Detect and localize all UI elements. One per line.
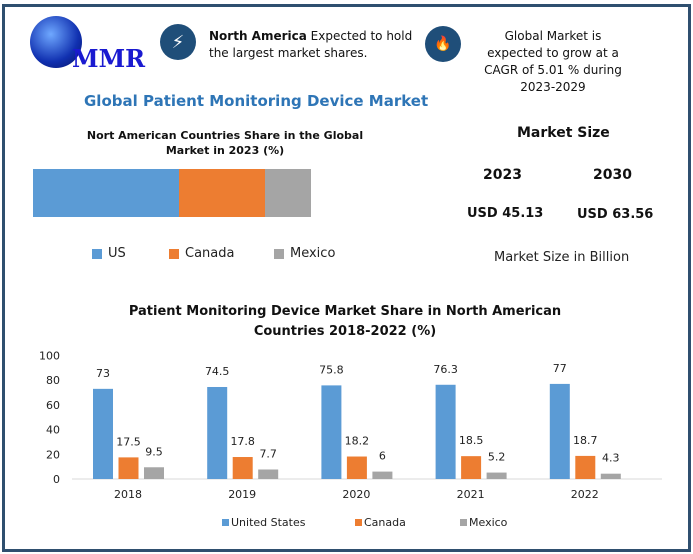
segment-us <box>33 169 179 217</box>
data-label: 9.5 <box>145 445 163 458</box>
y-tick-label: 80 <box>46 374 60 387</box>
share-chart-title: Nort American Countries Share in the Glo… <box>86 129 364 157</box>
legend-swatch <box>222 519 229 526</box>
y-tick-label: 100 <box>39 350 60 363</box>
market-size-note: Market Size in Billion <box>494 250 630 265</box>
data-label: 75.8 <box>319 363 344 376</box>
data-label: 7.7 <box>259 447 277 460</box>
bar-united-states-2020 <box>321 385 342 479</box>
data-label: 18.2 <box>345 435 370 448</box>
data-label: 17.5 <box>116 435 141 448</box>
data-label: 73 <box>96 367 110 380</box>
data-label: 76.3 <box>433 363 458 376</box>
bar-united-states-2019 <box>207 386 228 479</box>
data-label: 6 <box>379 450 386 463</box>
data-label: 5.2 <box>488 451 506 464</box>
legend-swatch <box>355 519 362 526</box>
segment-canada <box>178 169 266 217</box>
bar-canada-2022 <box>575 455 596 479</box>
segment-mexico <box>265 169 311 217</box>
y-tick-label: 0 <box>53 473 60 486</box>
north-america-fact: North America Expected to hold the large… <box>209 29 413 60</box>
data-label: 77 <box>553 362 567 375</box>
bar-united-states-2021 <box>435 384 456 479</box>
bar-chart-title: Patient Monitoring Device Market Share i… <box>128 304 562 339</box>
bar-mexico-2020 <box>372 471 393 479</box>
bar-chart: 0 20 40 60 80 100 73 17.5 9.5 2018 74.5 17.8 7.7 2019… <box>39 350 662 529</box>
canada-swatch <box>169 248 179 259</box>
y-tick-label: 40 <box>46 424 60 437</box>
bar-mexico-2022 <box>600 473 621 479</box>
legend-label: Mexico <box>469 516 508 529</box>
legend-label: United States <box>231 516 306 529</box>
flame-icon: 🔥 <box>425 26 461 62</box>
y-tick-label: 60 <box>46 399 60 412</box>
share-legend: US Canada Mexico <box>92 246 335 261</box>
x-tick-label: 2019 <box>228 488 256 501</box>
bar-mexico-2019 <box>258 469 279 479</box>
us-swatch <box>92 248 102 259</box>
data-label: 4.3 <box>602 452 620 465</box>
bar-canada-2021 <box>461 456 482 479</box>
page-title: Global Patient Monitoring Device Market <box>84 92 429 110</box>
x-tick-label: 2021 <box>457 488 485 501</box>
bar-canada-2020 <box>346 456 367 479</box>
data-label: 74.5 <box>205 365 230 378</box>
x-tick-label: 2022 <box>571 488 599 501</box>
value-2023: USD 45.13 <box>467 206 544 221</box>
value-2030: USD 63.56 <box>577 207 654 222</box>
data-label: 17.8 <box>230 435 255 448</box>
stacked-share-bar <box>33 169 311 217</box>
year-2030: 2030 <box>593 167 632 183</box>
legend-mexico: Mexico <box>274 246 335 261</box>
year-2023: 2023 <box>483 167 522 183</box>
market-size-title: Market Size <box>517 125 610 141</box>
data-label: 18.7 <box>573 434 598 447</box>
cagr-fact: Global Market is expected to grow at a C… <box>484 29 622 94</box>
lightning-icon: ⚡ <box>160 24 196 60</box>
x-tick-label: 2018 <box>114 488 142 501</box>
bar-canada-2019 <box>232 457 253 479</box>
bar-united-states-2018 <box>93 388 113 479</box>
bar-united-states-2022 <box>549 383 570 479</box>
data-label: 18.5 <box>459 434 484 447</box>
legend-label: Canada <box>364 516 406 529</box>
y-tick-label: 20 <box>46 448 60 461</box>
x-tick-label: 2020 <box>342 488 370 501</box>
legend-canada: Canada <box>169 246 274 261</box>
legend-us: US <box>92 246 169 261</box>
bar-mexico-2021 <box>486 472 507 479</box>
infographic-frame <box>2 4 691 552</box>
bar-canada-2018 <box>118 457 139 479</box>
legend-swatch <box>460 519 467 526</box>
mexico-swatch <box>274 248 284 259</box>
mmr-logo: MMR <box>22 14 147 84</box>
bar-mexico-2018 <box>144 467 164 479</box>
